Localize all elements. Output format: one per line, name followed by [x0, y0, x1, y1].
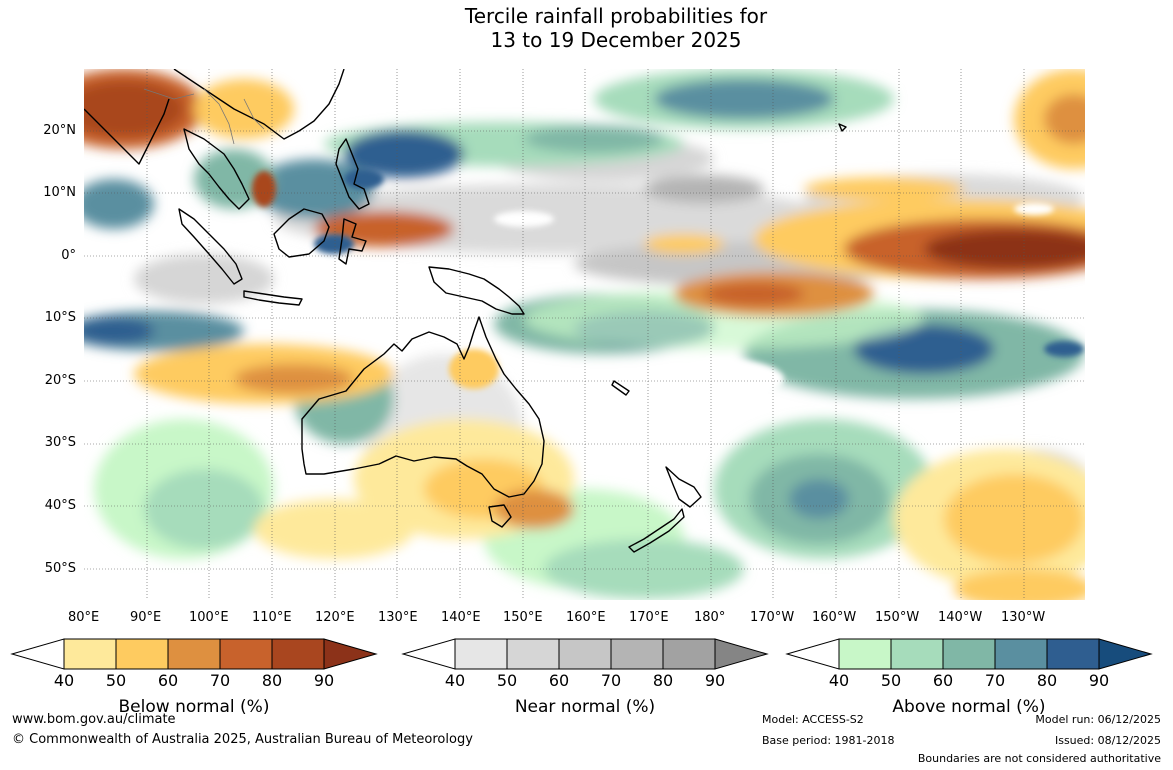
- hawaii: [838, 123, 847, 132]
- near-tick-60: 60: [548, 671, 570, 690]
- title-line-2: 13 to 19 December 2025: [490, 28, 742, 52]
- above-tick-50: 50: [880, 671, 902, 690]
- near-normal-swatch-90: [714, 638, 769, 670]
- near-tick-70: 70: [600, 671, 622, 690]
- indochina-coastline: [183, 128, 250, 210]
- website-link[interactable]: www.bom.gov.au/climate: [12, 712, 176, 727]
- above-normal-swatch-90: [1098, 638, 1153, 670]
- near-tick-80: 80: [652, 671, 674, 690]
- near-normal-swatch-70: [610, 638, 664, 670]
- below-normal-colorbar: [10, 638, 378, 670]
- below-tick-80: 80: [261, 671, 283, 690]
- rainfall-probability-map: [84, 69, 1085, 600]
- above-normal-colorbar: [785, 638, 1153, 670]
- below-tick-90: 90: [313, 671, 335, 690]
- new-zealand-south-island: [628, 508, 685, 553]
- borneo-coastline: [273, 208, 330, 258]
- above-normal-swatch-80: [1046, 638, 1100, 670]
- above-tick-70: 70: [984, 671, 1006, 690]
- graticule: [84, 69, 1085, 600]
- lon-label-140e: 140°E: [441, 610, 481, 625]
- new-caledonia: [611, 380, 630, 396]
- coastlines: [84, 69, 847, 553]
- lat-label-40s: 40°S: [44, 498, 76, 513]
- near-normal-colorbar: [401, 638, 769, 670]
- near-normal-swatch-40: [454, 638, 508, 670]
- above-tick-80: 80: [1036, 671, 1058, 690]
- above-tick-60: 60: [932, 671, 954, 690]
- above-tick-90: 90: [1088, 671, 1110, 690]
- lon-label-160w: 160°W: [812, 610, 857, 625]
- near-tick-40: 40: [444, 671, 466, 690]
- lon-label-110e: 110°E: [252, 610, 292, 625]
- lon-label-130e: 130°E: [378, 610, 418, 625]
- above-tick-40: 40: [828, 671, 850, 690]
- below-tick-60: 60: [157, 671, 179, 690]
- above-normal-swatch-50: [890, 638, 944, 670]
- java-coastline: [243, 290, 303, 306]
- near-normal-swatch-60: [558, 638, 612, 670]
- copyright: © Commonwealth of Australia 2025, Austra…: [12, 732, 473, 747]
- above-normal-swatch-70: [994, 638, 1048, 670]
- issued-date: Issued: 08/12/2025: [1054, 734, 1161, 747]
- below-tick-50: 50: [105, 671, 127, 690]
- lon-label-170e: 170°E: [629, 610, 669, 625]
- australia-coastline: [301, 316, 545, 498]
- lat-label-20n: 20°N: [43, 123, 76, 138]
- map-svg: [84, 69, 1085, 600]
- lat-label-0: 0°: [61, 248, 76, 263]
- lat-label-30s: 30°S: [44, 435, 76, 450]
- borders: [143, 88, 265, 145]
- below-normal-swatch-80: [271, 638, 325, 670]
- new-zealand-north-island: [665, 466, 702, 508]
- lon-label-150w: 150°W: [875, 610, 920, 625]
- asia-mainland-coastline: [173, 69, 345, 140]
- sulawesi-coastline: [338, 218, 367, 265]
- philippines-coastline: [335, 138, 370, 210]
- disclaimer: Boundaries are not considered authoritat…: [917, 752, 1161, 765]
- lon-label-130w: 130°W: [1001, 610, 1046, 625]
- sumatra-coastline: [178, 208, 243, 285]
- below-normal-swatch-40: [63, 638, 117, 670]
- lon-label-120e: 120°E: [315, 610, 355, 625]
- lon-label-140w: 140°W: [938, 610, 983, 625]
- lat-label-10s: 10°S: [44, 310, 76, 325]
- near-normal-label: Near normal (%): [514, 697, 656, 717]
- lat-label-20s: 20°S: [44, 373, 76, 388]
- map-title: Tercile rainfall probabilities for 13 to…: [0, 4, 1173, 52]
- lat-label-10n: 10°N: [43, 185, 76, 200]
- lon-label-160e: 160°E: [566, 610, 606, 625]
- lat-label-50s: 50°S: [44, 561, 76, 576]
- below-normal-swatch-60: [167, 638, 221, 670]
- lon-label-180: 180°: [694, 610, 726, 625]
- probability-details: [252, 169, 1084, 399]
- near-tick-50: 50: [496, 671, 518, 690]
- near-tick-90: 90: [704, 671, 726, 690]
- lon-label-100e: 100°E: [189, 610, 229, 625]
- above-normal-swatch-60: [942, 638, 996, 670]
- lon-label-80e: 80°E: [68, 610, 100, 625]
- near-normal-swatch-80: [662, 638, 716, 670]
- below-tick-40: 40: [53, 671, 75, 690]
- below-tick-70: 70: [209, 671, 231, 690]
- base-period: Base period: 1981-2018: [762, 734, 895, 747]
- tasmania-coastline: [488, 504, 512, 528]
- new-guinea-coastline: [428, 266, 525, 315]
- above-normal-label: Above normal (%): [892, 697, 1046, 717]
- below-normal-swatch-50: [115, 638, 169, 670]
- title-line-1: Tercile rainfall probabilities for: [464, 4, 768, 28]
- lon-label-150e: 150°E: [503, 610, 543, 625]
- probability-fields: [84, 69, 1085, 600]
- below-normal-swatch-90: [323, 638, 378, 670]
- above-normal-swatch-40: [838, 638, 892, 670]
- lon-label-170w: 170°W: [750, 610, 795, 625]
- below-normal-label: Below normal (%): [118, 697, 270, 717]
- below-normal-swatch-70: [219, 638, 273, 670]
- model-name: Model: ACCESS-S2: [762, 713, 864, 726]
- near-normal-swatch-50: [506, 638, 560, 670]
- model-run: Model run: 06/12/2025: [1035, 713, 1161, 726]
- india-coastline: [84, 98, 170, 165]
- lon-label-90e: 90°E: [130, 610, 162, 625]
